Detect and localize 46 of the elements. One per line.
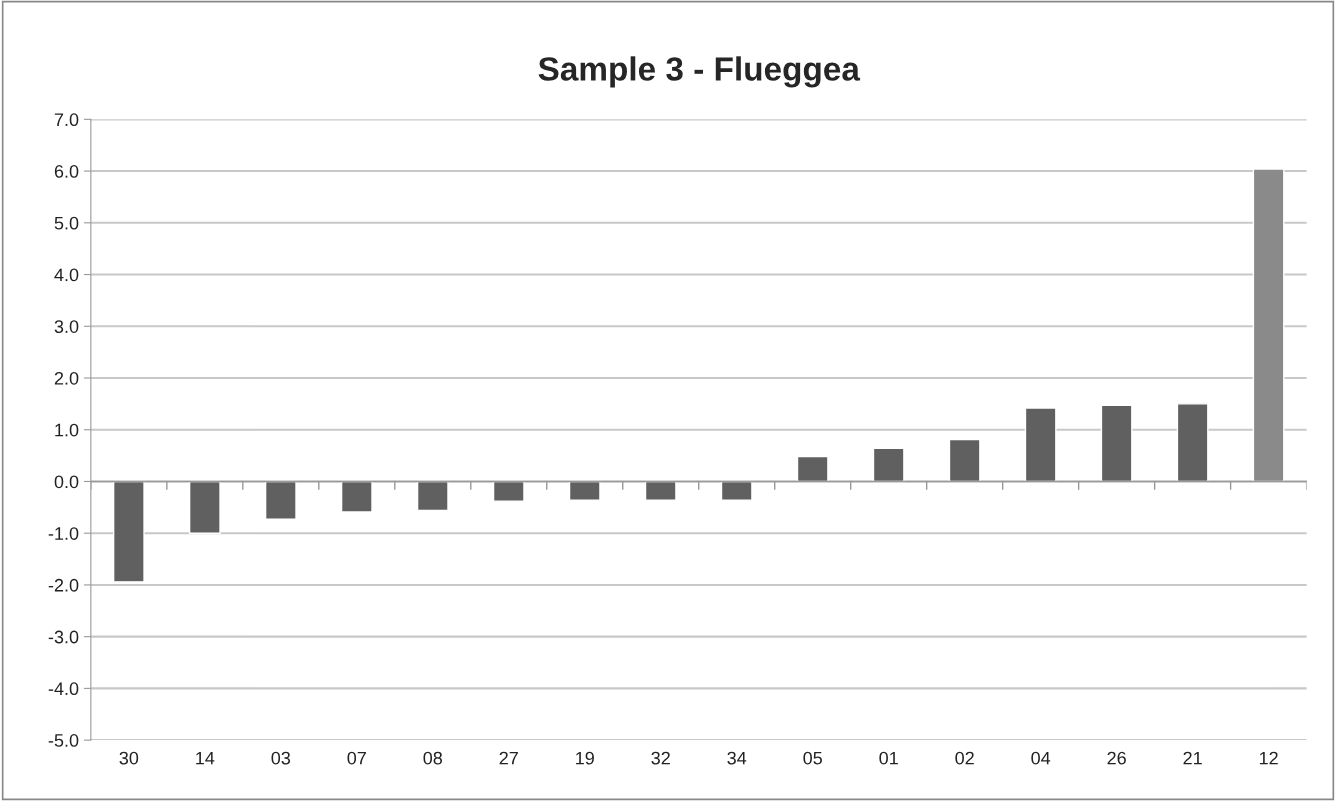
x-tick-label: 14 <box>196 751 215 765</box>
bar <box>948 438 981 483</box>
x-tick-label: 34 <box>727 751 747 765</box>
bar <box>1252 168 1285 483</box>
bar <box>112 480 145 583</box>
y-tick-label: -2.0 <box>48 578 79 592</box>
bar <box>644 480 677 501</box>
y-tick-label: -3.0 <box>48 630 79 644</box>
y-tick-label: 0.0 <box>54 475 79 489</box>
bar <box>492 480 525 502</box>
bar <box>872 447 905 483</box>
y-tick-label: 2.0 <box>54 371 79 385</box>
y-tick-label: 3.0 <box>54 320 79 333</box>
bar <box>1176 403 1209 483</box>
x-tick-label: 19 <box>576 751 594 765</box>
x-tick-label: 26 <box>1107 751 1126 765</box>
y-tick-label: -5.0 <box>48 734 79 747</box>
bar <box>1024 407 1057 483</box>
bar <box>416 480 449 512</box>
bar <box>188 480 221 534</box>
bar <box>264 480 297 520</box>
y-tick-label: -1.0 <box>48 527 79 540</box>
y-tick-label: -4.0 <box>48 682 79 696</box>
bar <box>568 480 601 501</box>
x-tick-label: 32 <box>651 751 670 765</box>
x-tick-label: 01 <box>879 751 898 765</box>
x-tick-label: 12 <box>1259 751 1278 765</box>
bar <box>340 480 373 513</box>
bar <box>1100 404 1133 483</box>
y-tick-label: 5.0 <box>54 216 79 230</box>
x-tick-label: 30 <box>119 751 139 765</box>
x-tick-label: 27 <box>499 751 518 765</box>
y-tick-label: 7.0 <box>54 113 79 127</box>
y-tick-label: 1.0 <box>55 423 79 437</box>
chart-title: Sample 3 - Flueggea <box>538 56 861 88</box>
x-tick-label: 05 <box>803 751 822 765</box>
bar <box>796 455 829 483</box>
y-tick-label: 6.0 <box>54 165 79 178</box>
x-tick-label: 02 <box>955 751 974 765</box>
x-tick-label: 21 <box>1183 751 1202 765</box>
x-tick-label: 08 <box>423 751 443 765</box>
x-tick-label: 07 <box>347 751 366 765</box>
y-tick-label: 4.0 <box>54 268 79 282</box>
x-tick-label: 03 <box>271 751 291 765</box>
bar <box>720 480 753 501</box>
x-tick-label: 04 <box>1031 751 1051 765</box>
